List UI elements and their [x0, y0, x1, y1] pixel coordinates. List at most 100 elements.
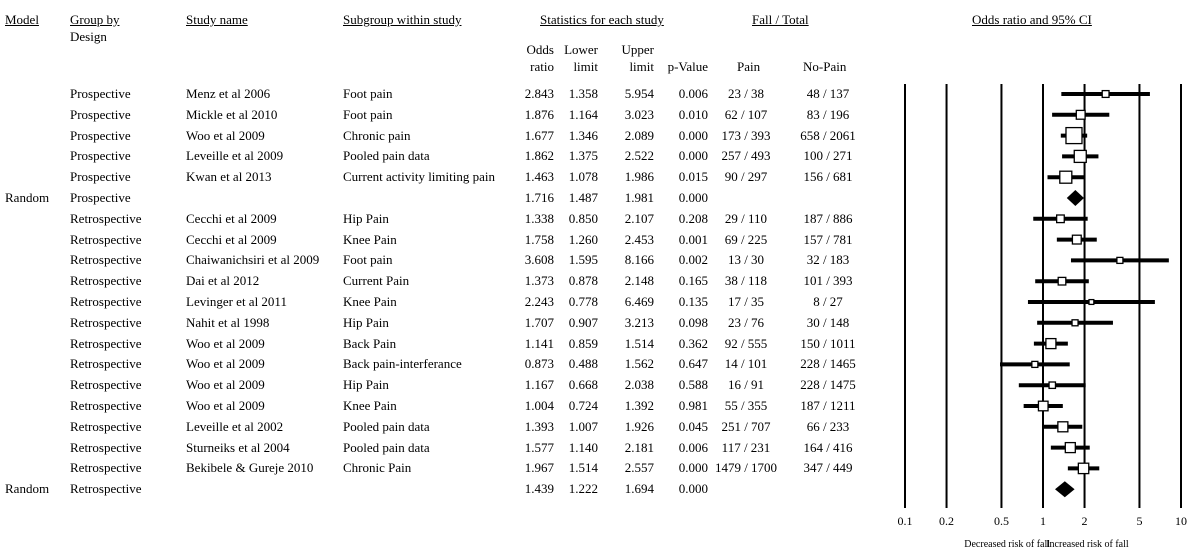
cell-lower: 0.878 [568, 273, 598, 289]
cell-group: Retrospective [70, 294, 142, 309]
cell-p: 0.588 [678, 377, 708, 393]
header-model: Model [5, 12, 39, 27]
cell-study: Woo et al 2009 [186, 356, 265, 372]
cell-upper: 2.089 [624, 127, 654, 143]
x-tick-label: 10 [1175, 514, 1187, 528]
cell-study: Kwan et al 2013 [186, 169, 272, 185]
cell-p: 0.000 [678, 148, 708, 164]
cell-or: 2.843 [524, 86, 554, 101]
x-tick-label: 1 [1040, 514, 1046, 528]
odds-ratio-marker [1056, 214, 1065, 224]
cell-upper: 1.981 [624, 190, 654, 205]
cell-pain: 173 / 393 [721, 127, 771, 143]
cell-nopain: 156 / 681 [803, 169, 853, 185]
cell-or: 1.862 [524, 148, 554, 164]
cell-or: 1.577 [524, 439, 554, 455]
cell-nopain: 66 / 233 [806, 418, 850, 434]
cell-upper: 2.148 [624, 273, 654, 289]
cell-study: Sturneiks et al 2004 [186, 439, 290, 455]
cell-lower: 0.850 [568, 210, 598, 226]
cell-upper: 3.023 [624, 106, 654, 122]
header-no-pain: No-Pain [803, 59, 847, 74]
cell-nopain: 83 / 196 [806, 106, 850, 122]
cell-p: 0.000 [678, 460, 708, 476]
header-upper: Upper [621, 42, 655, 57]
odds-ratio-marker [1088, 298, 1095, 306]
cell-subgroup: Current activity limiting pain [343, 169, 496, 185]
cell-lower: 1.487 [568, 190, 598, 205]
cell-p: 0.647 [678, 356, 708, 372]
cell-or: 1.677 [524, 127, 554, 143]
x-tick-label: 0.1 [898, 514, 913, 528]
cell-upper: 2.453 [624, 231, 654, 247]
odds-ratio-marker [1065, 126, 1083, 145]
cell-subgroup: Hip Pain [343, 377, 389, 393]
cell-group: Retrospective [70, 210, 142, 226]
cell-study: Woo et al 2009 [186, 377, 265, 393]
cell-study: Mickle et al 2010 [186, 106, 278, 122]
cell-group: Retrospective [70, 273, 142, 289]
header-lower-limit: limit [573, 59, 598, 74]
cell-group: Prospective [70, 148, 131, 164]
cell-subgroup: Foot pain [343, 86, 393, 101]
cell-nopain: 187 / 886 [803, 210, 853, 226]
cell-nopain: 347 / 449 [803, 460, 853, 476]
cell-p: 0.208 [678, 210, 708, 226]
cell-nopain: 100 / 271 [803, 148, 853, 164]
cell-or: 1.876 [524, 106, 554, 122]
odds-ratio-marker [1064, 441, 1076, 454]
cell-group: Retrospective [70, 481, 142, 497]
odds-ratio-marker [1073, 149, 1087, 164]
cell-p: 0.000 [678, 190, 708, 205]
cell-group: Retrospective [70, 231, 142, 247]
cell-upper: 2.557 [624, 460, 654, 476]
cell-study: Levinger et al 2011 [186, 294, 287, 309]
cell-study: Cecchi et al 2009 [186, 210, 277, 226]
cell-p: 0.002 [678, 252, 708, 268]
cell-study: Leveille et al 2002 [186, 418, 284, 434]
cell-nopain: 150 / 1011 [800, 335, 856, 351]
cell-upper: 2.181 [624, 439, 654, 455]
cell-subgroup: Back Pain [343, 335, 397, 351]
cell-subgroup: Pooled pain data [343, 418, 430, 434]
odds-ratio-marker [1116, 256, 1124, 265]
odds-ratio-marker [1071, 319, 1079, 327]
header-p-value: p-Value [667, 59, 708, 74]
cell-nopain: 187 / 1211 [800, 398, 856, 413]
cell-nopain: 658 / 2061 [800, 127, 856, 143]
cell-or: 1.338 [524, 210, 554, 226]
cell-upper: 8.166 [624, 252, 654, 268]
header-upper-limit: limit [629, 59, 654, 74]
header-study-name: Study name [186, 12, 248, 27]
cell-or: 1.967 [524, 460, 554, 476]
cell-p: 0.006 [678, 439, 708, 455]
cell-lower: 0.488 [568, 356, 598, 372]
cell-lower: 0.859 [568, 335, 598, 351]
cell-p: 0.006 [678, 86, 708, 101]
cell-p: 0.010 [678, 106, 708, 122]
cell-upper: 1.694 [624, 481, 654, 497]
cell-pain: 29 / 110 [724, 210, 768, 226]
cell-or: 1.439 [524, 481, 554, 497]
cell-lower: 1.595 [568, 252, 598, 268]
cell-study: Bekibele & Gureje 2010 [186, 460, 314, 476]
cell-pain: 90 / 297 [724, 169, 768, 185]
cell-p: 0.045 [678, 418, 708, 434]
cell-subgroup: Foot pain [343, 252, 393, 268]
header-statistics: Statistics for each study [540, 12, 664, 27]
cell-subgroup: Knee Pain [343, 398, 397, 413]
cell-nopain: 30 / 148 [806, 314, 850, 330]
cell-study: Dai et al 2012 [186, 273, 260, 289]
cell-study: Chaiwanichsiri et al 2009 [186, 252, 320, 268]
cell-lower: 1.375 [568, 148, 598, 164]
cell-upper: 2.038 [624, 377, 654, 393]
cell-nopain: 228 / 1475 [800, 377, 856, 393]
cell-lower: 0.724 [568, 398, 598, 413]
cell-group: Retrospective [70, 377, 142, 393]
cell-p: 0.135 [678, 294, 708, 309]
cell-lower: 0.778 [568, 294, 598, 309]
cell-or: 2.243 [524, 294, 554, 309]
cell-nopain: 101 / 393 [803, 273, 853, 289]
cell-subgroup: Foot pain [343, 106, 393, 122]
cell-upper: 1.392 [624, 398, 654, 413]
